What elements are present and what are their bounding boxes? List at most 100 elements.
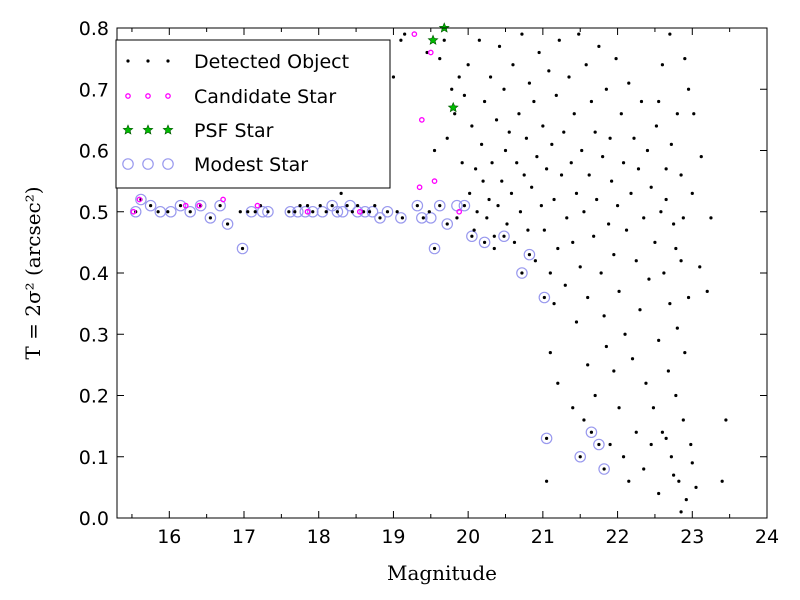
modest-star-point bbox=[498, 230, 510, 243]
modest-star-point bbox=[458, 199, 471, 212]
detected-object-point bbox=[668, 32, 672, 36]
y-tick-label: 0.1 bbox=[79, 447, 109, 469]
detected-object-point bbox=[615, 204, 620, 208]
detected-object-point bbox=[238, 210, 242, 214]
modest-star-point bbox=[424, 212, 437, 224]
detected-object-point bbox=[415, 204, 419, 208]
detected-object-point bbox=[642, 216, 646, 220]
legend-marker-detected-object bbox=[126, 59, 130, 63]
detected-object-point bbox=[482, 99, 487, 104]
detected-object-point bbox=[672, 473, 676, 477]
detected-object-point bbox=[225, 222, 230, 226]
detected-object-point bbox=[330, 204, 334, 208]
detected-object-point bbox=[324, 210, 328, 214]
detected-object-point bbox=[373, 204, 377, 208]
modest-star-point bbox=[306, 205, 319, 218]
detected-object-point bbox=[457, 75, 461, 79]
detected-object-point bbox=[442, 38, 446, 42]
detected-object-point bbox=[474, 167, 478, 171]
detected-object-point bbox=[690, 461, 694, 465]
detected-object-point bbox=[421, 216, 425, 220]
detected-object-point bbox=[497, 44, 502, 48]
detected-object-point bbox=[520, 271, 524, 275]
detected-object-point bbox=[660, 430, 665, 434]
modest-star-point bbox=[538, 291, 551, 304]
detected-object-point bbox=[627, 479, 631, 483]
detected-object-point bbox=[614, 57, 618, 61]
detected-object-point bbox=[686, 295, 691, 300]
modest-star-point bbox=[516, 267, 528, 279]
detected-object-point bbox=[624, 228, 629, 232]
detected-object-point bbox=[634, 430, 638, 434]
detected-object-point bbox=[619, 112, 623, 116]
detected-object-point bbox=[617, 289, 621, 293]
detected-object-point bbox=[582, 418, 586, 422]
modest-star-point bbox=[129, 205, 142, 218]
modest-star-point bbox=[598, 463, 610, 475]
detected-object-point bbox=[527, 81, 532, 85]
detected-object-point bbox=[355, 204, 360, 208]
detected-object-point bbox=[472, 228, 476, 232]
detected-object-point bbox=[607, 222, 611, 226]
detected-object-point bbox=[623, 332, 627, 336]
detected-object-point bbox=[361, 210, 366, 214]
detected-object-point bbox=[612, 369, 616, 373]
detected-object-point bbox=[689, 442, 693, 447]
detected-object-point bbox=[512, 240, 517, 244]
detected-object-point bbox=[500, 179, 504, 183]
detected-object-point bbox=[335, 210, 340, 214]
detected-object-point bbox=[253, 210, 257, 214]
detected-object-point bbox=[582, 210, 586, 214]
detected-object-point bbox=[556, 246, 560, 251]
legend-marker-candidate-star bbox=[165, 93, 171, 99]
detected-object-point bbox=[544, 479, 549, 483]
detected-object-point bbox=[427, 210, 431, 214]
detected-object-point bbox=[724, 418, 728, 422]
detected-object-point bbox=[683, 57, 687, 61]
detected-object-point bbox=[639, 99, 644, 104]
detected-object-point bbox=[246, 210, 250, 214]
legend-marker-candidate-star bbox=[145, 93, 151, 99]
detected-object-point bbox=[399, 38, 403, 42]
detected-object-point bbox=[470, 234, 474, 238]
candidate-star-point bbox=[356, 208, 363, 215]
modest-star-point bbox=[184, 205, 197, 218]
detected-object-point bbox=[400, 216, 405, 220]
y-tick-label: 0.6 bbox=[79, 141, 109, 163]
detected-object-point bbox=[438, 57, 442, 61]
detected-object-point bbox=[675, 326, 679, 330]
detected-object-point bbox=[720, 479, 724, 483]
detected-object-point bbox=[569, 161, 573, 165]
detected-object-point bbox=[649, 442, 653, 447]
detected-object-point bbox=[666, 369, 670, 373]
candidate-star-point bbox=[182, 202, 189, 209]
detected-object-point bbox=[621, 455, 626, 459]
psf-star-point bbox=[427, 34, 439, 45]
modest-star-point bbox=[331, 205, 344, 218]
detected-object-point bbox=[597, 44, 601, 48]
detected-object-point bbox=[450, 87, 454, 91]
y-tick-label: 0.8 bbox=[79, 18, 109, 40]
x-tick-label: 20 bbox=[456, 526, 480, 548]
detected-object-point bbox=[509, 191, 514, 195]
detected-object-point bbox=[571, 240, 575, 244]
legend-marker-candidate-star bbox=[125, 93, 131, 99]
detected-object-point bbox=[604, 344, 608, 349]
y-tick-label: 0.0 bbox=[79, 508, 109, 530]
candidate-star-point bbox=[416, 184, 423, 191]
chart-legend: Detected Object Candidate Star PSF Star Mod… bbox=[115, 39, 391, 189]
detected-object-point bbox=[367, 210, 372, 214]
detected-object-point bbox=[674, 393, 678, 398]
detected-object-point bbox=[634, 259, 638, 263]
detected-object-point bbox=[595, 197, 599, 202]
detected-object-point bbox=[559, 173, 564, 177]
detected-object-point bbox=[526, 228, 530, 232]
detected-object-point bbox=[593, 130, 597, 134]
y-tick-label: 0.7 bbox=[79, 79, 109, 101]
detected-object-point bbox=[544, 167, 549, 171]
detected-object-point bbox=[609, 179, 614, 183]
modest-star-point bbox=[144, 199, 157, 212]
detected-object-point bbox=[593, 393, 597, 398]
detected-object-point bbox=[638, 308, 642, 312]
detected-object-point bbox=[649, 185, 653, 189]
